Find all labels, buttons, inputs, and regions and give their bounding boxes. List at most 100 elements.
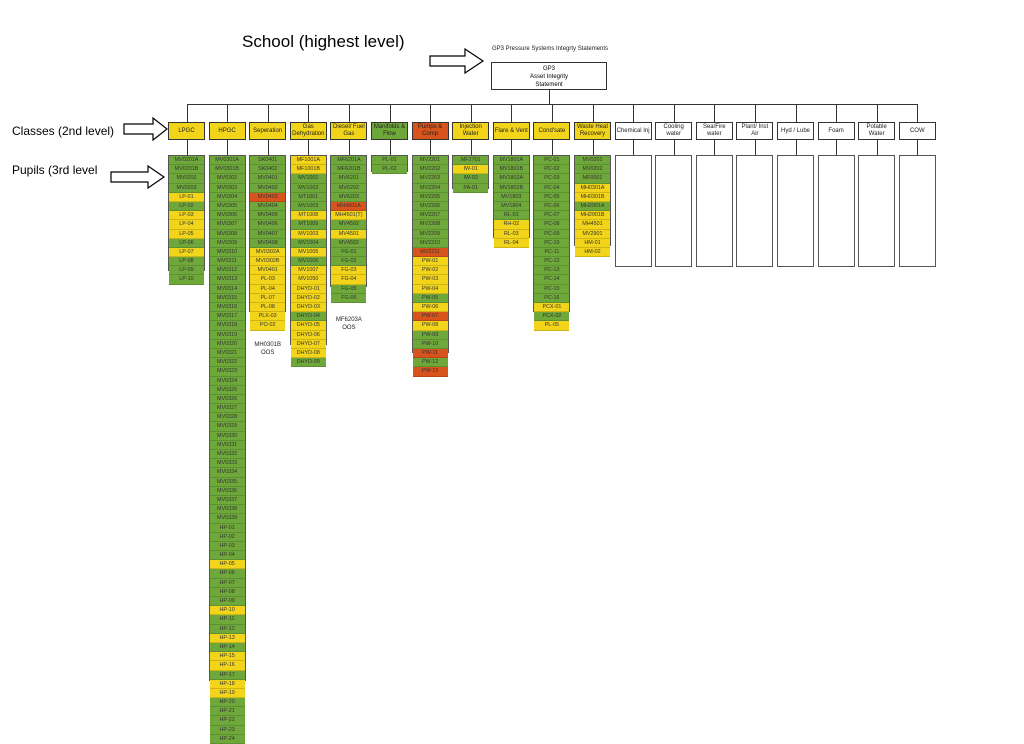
- pupil-item: PC-05: [534, 192, 570, 202]
- pupil-item: PC-10: [534, 238, 570, 248]
- pupil-item: DHYD-03: [290, 303, 326, 313]
- pupil-item: HP-24: [209, 734, 245, 744]
- class-node: Seperation: [249, 122, 287, 140]
- pupil-item: MV0408: [250, 238, 286, 248]
- pupil-item: MV0315: [209, 293, 245, 303]
- pupil-item: MV2204: [412, 183, 448, 193]
- root-line-2: Asset Integrity: [529, 74, 568, 80]
- pupil-item: HP-21: [209, 707, 245, 717]
- pupil-item: MV1005: [290, 247, 326, 258]
- pupil-column: PL-01 PL-02: [371, 155, 408, 175]
- pupil-connector: [470, 140, 472, 155]
- pupil-item: FG-02: [331, 257, 367, 267]
- pupil-item: MV0201B: [169, 165, 204, 175]
- pupil-item: PC-16: [534, 293, 570, 303]
- pupil-item: MV1001: [290, 174, 326, 184]
- class-connector: [917, 104, 919, 122]
- pupil-column: [777, 155, 814, 267]
- pupil-item: RH-02: [493, 220, 529, 230]
- pupil-item: PC-08: [534, 220, 570, 230]
- pupil-item: MV0302A: [250, 247, 286, 258]
- root-line-1: GP3: [542, 66, 555, 72]
- pupil-item: HP-22: [209, 716, 245, 726]
- pupil-item: MV2201: [412, 156, 448, 166]
- pupil-item: MV0323: [209, 367, 245, 377]
- pupil-item: MV0320: [209, 339, 245, 349]
- pupil-item: MV0302: [209, 174, 245, 184]
- pupils-arrow-icon: [110, 165, 166, 189]
- pupil-item: PCX-02: [534, 312, 570, 322]
- pupil-item: HM-01: [575, 238, 610, 248]
- pupil-connector: [308, 140, 310, 155]
- pupil-item: MV6203: [331, 192, 367, 202]
- pupil-item: FG-01: [331, 247, 367, 258]
- pupil-item: MV0201A: [169, 156, 204, 166]
- pupil-item: PL-08: [250, 303, 286, 313]
- class-node: Cond'sate: [533, 122, 571, 140]
- pupil-item: PC-09: [534, 229, 570, 239]
- school-label: School (highest level): [242, 32, 405, 51]
- pupil-item: PC-13: [534, 266, 570, 276]
- pupil-item: MV0401: [250, 174, 286, 184]
- pupil-item: HP-05: [209, 560, 245, 570]
- pupil-item: PL-07: [250, 293, 286, 303]
- pupil-item: MV1050: [290, 275, 326, 285]
- pupil-column: MV0301A MV0301B MV0302 MV0303 MV0304 MV0305 MV…: [208, 155, 246, 744]
- pupil-item: HP-10: [209, 606, 245, 616]
- pupil-item: MV0406: [250, 220, 286, 230]
- pupil-item: MH0301A: [575, 183, 610, 193]
- pupil-item: MV2901: [575, 229, 610, 239]
- pupil-item: MV0302B: [250, 257, 286, 267]
- pupil-item: MV2209: [412, 229, 448, 239]
- pupil-item: MH2901A: [575, 201, 610, 212]
- pupil-item: SK0401: [250, 156, 286, 166]
- class-node: Pumps & Comp: [411, 122, 449, 140]
- pupil-column: MF6201A MF6201B MV6201 MV6202 MV6203 MH4501A M…: [330, 155, 368, 303]
- pupil-item: DHYD-04: [290, 312, 326, 322]
- class-connector: [836, 104, 838, 122]
- pupil-item: MV2206: [412, 201, 448, 212]
- pupil-connector: [430, 140, 432, 155]
- pupil-item: PC-01: [534, 156, 570, 166]
- pupil-column: MV1801A MV1801B MV1802A MV1802B MV1803 MV1804…: [492, 155, 530, 248]
- pupil-item: MV0305: [209, 201, 245, 212]
- pupil-connector: [876, 140, 878, 155]
- pupil-item: LP-10: [169, 275, 204, 285]
- pupil-item: RL-04: [493, 238, 529, 248]
- pupil-item: MH4501: [575, 220, 610, 230]
- pupil-item: LP-01: [169, 192, 204, 202]
- pupil-item: MV4501: [331, 229, 367, 239]
- pupil-item: MV0306: [209, 211, 245, 221]
- pupil-item: MV0304: [209, 192, 245, 202]
- pupil-item: MH2901B: [575, 211, 610, 221]
- pupil-item: MV1003: [290, 201, 326, 212]
- pupil-column: [695, 155, 733, 267]
- pupil-item: MV1006: [290, 257, 326, 267]
- class-node: Sea/Fire water: [695, 122, 733, 140]
- pupil-item: HP-08: [209, 587, 245, 597]
- pupil-item: MV0309: [209, 238, 245, 248]
- pupil-item: PCX-01: [534, 303, 570, 313]
- pupil-item: PW-09: [412, 330, 448, 340]
- class-node: Cooling water: [655, 122, 693, 140]
- pupil-column: MF2701 IW-01 IW-02 PA-01: [452, 155, 490, 193]
- pupil-item: MF1001A: [290, 156, 326, 166]
- pupil-item: MV0333: [209, 459, 245, 469]
- pupil-item: PW-11: [412, 348, 448, 359]
- pupil-column: [817, 155, 855, 267]
- pupil-item: MF2701: [453, 156, 489, 166]
- pupil-column: [898, 155, 936, 267]
- pupil-item: PW-10: [412, 339, 448, 349]
- pupil-column: MV2201 MV2202 MV2203 MV2204 MV2205 MV2206 MV22…: [411, 155, 449, 377]
- pupil-item: DHYD-08: [290, 348, 326, 359]
- pupil-item: PC-12: [534, 257, 570, 267]
- pupil-connector: [754, 140, 756, 155]
- class-connector: [186, 104, 188, 122]
- pupil-column: [655, 155, 693, 267]
- pupil-item: MV4502: [331, 220, 367, 230]
- pupil-item: PL-01: [372, 156, 407, 166]
- pupil-connector: [227, 140, 229, 155]
- pupil-item: MV0330: [209, 431, 245, 441]
- pupil-item: HP-01: [209, 523, 245, 533]
